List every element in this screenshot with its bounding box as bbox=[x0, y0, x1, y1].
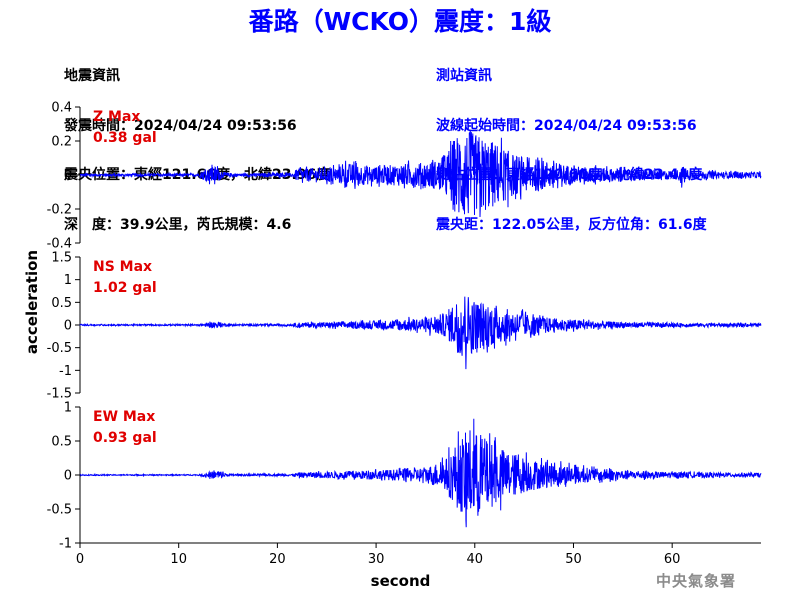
y-tick-label: 1 bbox=[64, 401, 72, 416]
x-tick-label: 40 bbox=[467, 552, 484, 567]
y-tick-label: 0.4 bbox=[51, 101, 72, 116]
max-value-z: 0.38 gal bbox=[93, 130, 157, 146]
x-tick-label: 60 bbox=[664, 552, 681, 567]
max-label-z: Z Max bbox=[93, 109, 140, 125]
y-tick-label: -1 bbox=[59, 537, 72, 552]
depth-magnitude: 深 度：39.9公里，芮氏規模：4.6 bbox=[64, 216, 292, 233]
waveform-ns bbox=[79, 296, 762, 370]
y-tick-label: -0.5 bbox=[47, 503, 72, 518]
x-tick-label: 20 bbox=[269, 552, 286, 567]
agency-watermark: 中央氣象署 bbox=[656, 572, 737, 590]
x-tick-label: 10 bbox=[170, 552, 187, 567]
x-tick-label: 30 bbox=[368, 552, 385, 567]
waveform-z bbox=[79, 129, 762, 218]
origin-time: 發震時間：2024/04/24 09:53:56 bbox=[64, 117, 297, 134]
y-axis-label: acceleration bbox=[23, 250, 41, 354]
y-tick-label: 1 bbox=[64, 273, 72, 288]
y-tick-label: 0 bbox=[64, 169, 72, 184]
max-value-ns: 1.02 gal bbox=[93, 280, 157, 296]
y-tick-label: -0.2 bbox=[47, 203, 72, 218]
x-tick-label: 50 bbox=[565, 552, 582, 567]
y-tick-label: -0.5 bbox=[47, 341, 72, 356]
y-tick-label: 0 bbox=[64, 319, 72, 334]
chart-title: 番路（WCKO）震度：1級 bbox=[248, 7, 552, 36]
y-tick-label: 1.5 bbox=[51, 251, 72, 266]
x-tick-label: 0 bbox=[76, 552, 84, 567]
y-tick-label: 0.2 bbox=[51, 135, 72, 150]
max-label-ew: EW Max bbox=[93, 409, 155, 425]
event-info-heading: 地震資訊 bbox=[64, 68, 120, 84]
waveform-ew bbox=[79, 418, 762, 528]
station-info-heading: 測站資訊 bbox=[436, 68, 492, 84]
event-info: 地震資訊 發震時間：2024/04/24 09:53:56 震央位置：東經121… bbox=[64, 35, 330, 250]
max-label-ns: NS Max bbox=[93, 259, 152, 275]
y-tick-label: 0.5 bbox=[51, 296, 72, 311]
x-axis-label: second bbox=[371, 572, 431, 590]
station-info: 測站資訊 波線起始時間：2024/04/24 09:53:56 測站位置：東經1… bbox=[436, 35, 707, 250]
y-tick-label: 0.5 bbox=[51, 435, 72, 450]
y-tick-label: -1.5 bbox=[47, 387, 72, 402]
y-tick-label: -0.4 bbox=[47, 237, 72, 252]
max-value-ew: 0.93 gal bbox=[93, 430, 157, 446]
y-tick-label: -1 bbox=[59, 364, 72, 379]
wave-start-time: 波線起始時間：2024/04/24 09:53:56 bbox=[436, 117, 697, 134]
epicentral-distance: 震央距：122.05公里，反方位角：61.6度 bbox=[436, 216, 707, 233]
y-tick-label: 0 bbox=[64, 469, 72, 484]
